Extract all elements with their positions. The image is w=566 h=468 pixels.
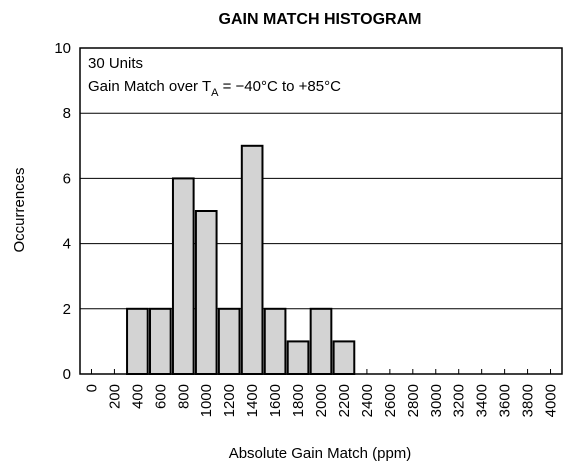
x-tick-label: 1000	[198, 384, 215, 417]
annotation: Gain Match over TA = −40°C to +85°C	[88, 78, 341, 99]
chart-title: GAIN MATCH HISTOGRAM	[219, 11, 422, 28]
x-tick-label: 1600	[267, 384, 284, 417]
x-tick-label: 800	[175, 384, 192, 409]
annotation-part: = −40°C to +85°C	[218, 78, 341, 95]
x-tick-label: 2800	[405, 384, 422, 417]
bar	[309, 307, 333, 375]
y-tick-label: 2	[63, 301, 71, 318]
bar	[332, 340, 356, 375]
x-tick-label: 2400	[359, 384, 376, 417]
bar	[263, 307, 287, 375]
x-tick-label: 200	[106, 384, 123, 409]
x-tick-label: 3000	[428, 384, 445, 417]
y-tick-label: 0	[63, 366, 71, 383]
x-tick-label: 1400	[244, 384, 261, 417]
annotation-part: Gain Match over T	[88, 78, 211, 95]
y-tick-label: 10	[54, 40, 71, 57]
x-tick-label: 2600	[382, 384, 399, 417]
y-tick-label: 8	[63, 105, 71, 122]
x-tick-label: 0	[83, 384, 100, 392]
x-tick-label: 600	[152, 384, 169, 409]
bar	[126, 307, 149, 375]
x-tick-label: 2200	[336, 384, 353, 417]
x-tick-label: 3200	[451, 384, 468, 417]
bar	[217, 307, 241, 375]
x-axis-label: Absolute Gain Match (ppm)	[229, 445, 412, 462]
y-tick-label: 6	[63, 170, 71, 187]
bar	[149, 307, 172, 375]
bar	[286, 340, 310, 375]
bar	[171, 177, 195, 375]
x-tick-label: 2000	[313, 384, 330, 417]
plot-frame	[79, 47, 563, 375]
x-tick-label: 1200	[221, 384, 238, 417]
x-tick-label: 400	[129, 384, 146, 409]
x-tick-label: 4000	[543, 384, 560, 417]
x-tick-label: 1800	[290, 384, 307, 417]
annotation: 30 Units	[88, 55, 143, 72]
x-tick-label: 3600	[497, 384, 514, 417]
x-tick-label: 3800	[520, 384, 537, 417]
y-tick-label: 4	[63, 236, 71, 253]
y-axis-label: Occurrences	[11, 167, 28, 252]
bar	[240, 144, 264, 375]
bar	[194, 210, 218, 375]
x-tick-label: 3400	[474, 384, 491, 417]
annotation-subscript: A	[211, 87, 219, 99]
